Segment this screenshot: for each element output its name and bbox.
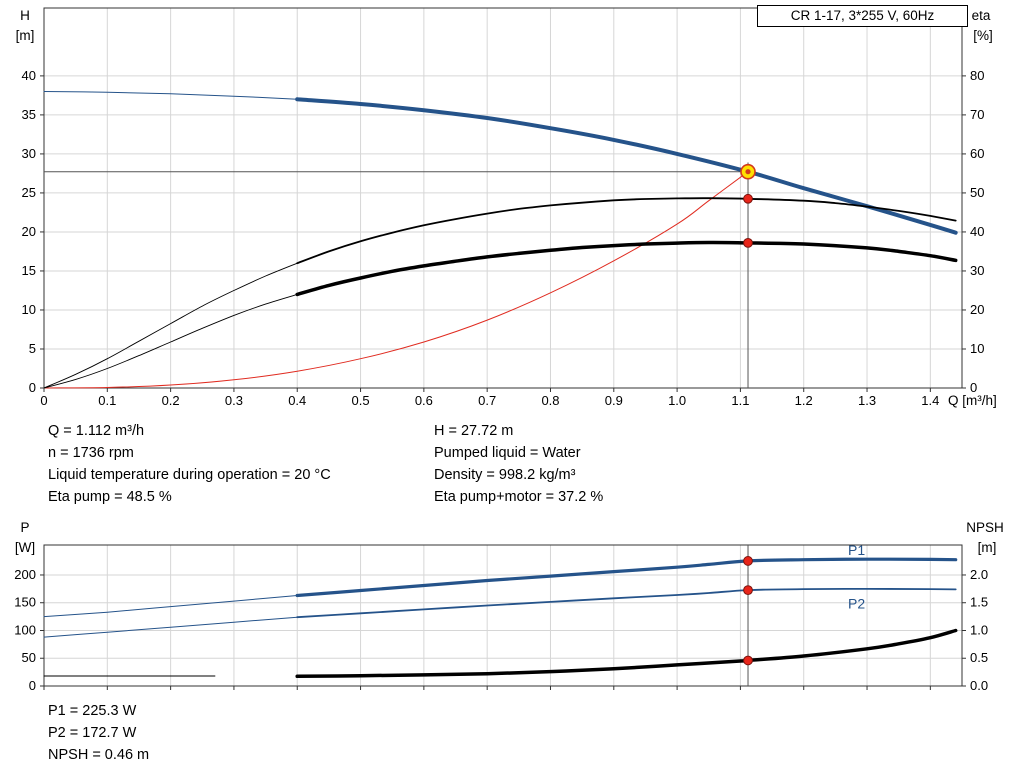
y-right-tick-label: 10 <box>970 341 984 356</box>
y-left-axis-title: H <box>20 8 30 23</box>
x-tick-label: 0.2 <box>162 393 180 408</box>
x-tick-label: 1.1 <box>731 393 749 408</box>
y-left-tick-label: 200 <box>14 567 36 582</box>
y-right-axis-unit: [%] <box>973 28 993 43</box>
series-p1 <box>295 557 958 598</box>
y-left-tick-label: 15 <box>22 263 36 278</box>
duty-results-col1: Q = 1.112 m³/h n = 1736 rpm Liquid tempe… <box>48 420 331 508</box>
y-right-tick-label: 20 <box>970 302 984 317</box>
y-left-tick-label: 100 <box>14 622 36 637</box>
y-left-tick-label: 5 <box>29 341 36 356</box>
result-flow: Q = 1.112 m³/h <box>48 423 145 439</box>
y-right-tick-label: 1.0 <box>970 622 988 637</box>
series-system-curve <box>43 171 749 389</box>
y-left-tick-label: 25 <box>22 185 36 200</box>
y-left-tick-label: 40 <box>22 68 36 83</box>
power-results: P1 = 225.3 W P2 = 172.7 W NPSH = 0.46 m <box>48 700 149 766</box>
x-tick-label: 0.1 <box>98 393 116 408</box>
x-tick-label: 1.0 <box>668 393 686 408</box>
series-eta-pump-motor-lead <box>43 293 298 389</box>
y-left-tick-label: 150 <box>14 595 36 610</box>
plot-frame <box>43 7 963 389</box>
pump-title-box: CR 1-17, 3*255 V, 60Hz <box>757 5 968 27</box>
y-right-tick-label: 70 <box>970 107 984 122</box>
annotation-P1: P1 <box>848 542 865 558</box>
y-left-tick-label: 35 <box>22 107 36 122</box>
result-p1: P1 = 225.3 W <box>48 703 137 719</box>
x-tick-label: 0.7 <box>478 393 496 408</box>
result-p2: P2 = 172.7 W <box>48 725 137 741</box>
series-eta-pump-lead <box>43 262 298 389</box>
series-p2 <box>296 588 957 619</box>
y-left-axis-title: P <box>20 520 29 535</box>
x-tick-label: 0.9 <box>605 393 623 408</box>
series-npsh <box>295 628 958 679</box>
x-tick-label: 1.2 <box>795 393 813 408</box>
y-right-axis-title: NPSH <box>966 520 1004 535</box>
y-left-tick-label: 50 <box>22 650 36 665</box>
marker-duty-point-center <box>745 169 751 175</box>
y-right-tick-label: 40 <box>970 224 984 239</box>
x-tick-label: 1.4 <box>921 393 939 408</box>
result-liquid-temperature: Liquid temperature during operation = 20… <box>48 467 331 483</box>
result-speed: n = 1736 rpm <box>48 445 134 461</box>
x-axis-title: Q [m³/h] <box>948 393 997 408</box>
y-left-tick-label: 0 <box>29 678 36 693</box>
duty-results-col2: H = 27.72 m Pumped liquid = Water Densit… <box>434 420 603 508</box>
y-left-tick-label: 30 <box>22 146 36 161</box>
power-npsh-chart: P1 P2 0 50 100 150 200 0.0 0.5 1.0 1.5 2.0 P [W] NPSH [… <box>14 520 1004 693</box>
series-eta-pump-motor <box>295 240 958 297</box>
y-right-tick-label: 50 <box>970 185 984 200</box>
annotation-P2: P2 <box>848 595 865 611</box>
x-tick-label: 0.8 <box>541 393 559 408</box>
y-left-axis-unit: [W] <box>15 540 35 555</box>
marker-eta-pump-op <box>743 193 753 204</box>
y-left-tick-label: 20 <box>22 224 36 239</box>
x-tick-label: 0 <box>40 393 47 408</box>
y-right-tick-label: 80 <box>970 68 984 83</box>
y-left-tick-label: 0 <box>29 380 36 395</box>
result-npsh: NPSH = 0.46 m <box>48 747 150 763</box>
series-pump-curve-lead <box>43 91 298 100</box>
x-tick-label: 0.3 <box>225 393 243 408</box>
series-p1-lead <box>43 595 298 618</box>
marker-p2-op <box>743 585 753 596</box>
marker-npsh-op <box>743 655 753 666</box>
y-right-tick-label: 0.0 <box>970 678 988 693</box>
y-right-axis-unit: [m] <box>978 540 997 555</box>
marker-p1-op <box>743 556 753 566</box>
plot-frame <box>43 544 963 687</box>
y-right-tick-label: 0.5 <box>970 650 988 665</box>
marker-eta-pump-motor-op <box>743 237 753 248</box>
result-density: Density = 998.2 kg/m³ <box>434 467 576 483</box>
x-tick-label: 0.5 <box>352 393 370 408</box>
result-pumped-liquid: Pumped liquid = Water <box>434 445 581 461</box>
y-right-axis-title: eta <box>972 8 991 23</box>
pump-title: CR 1-17, 3*255 V, 60Hz <box>790 8 935 23</box>
result-head: H = 27.72 m <box>434 423 514 439</box>
y-right-tick-label: 2.0 <box>970 567 988 582</box>
head-efficiency-chart: 0 0.1 0.2 0.3 0.4 0.5 0.6 0.7 0.8 0.9 1.0 1.1 1.2 1.3… <box>16 7 997 408</box>
y-left-tick-label: 10 <box>22 302 36 317</box>
y-right-tick-label: 0 <box>970 380 977 395</box>
result-eta-pump: Eta pump = 48.5 % <box>48 489 172 505</box>
x-tick-label: 0.6 <box>415 393 433 408</box>
series-pump-curve <box>295 97 958 235</box>
y-right-tick-label: 1.5 <box>970 595 988 610</box>
series-eta-pump <box>296 197 957 265</box>
series-p2-lead <box>43 616 298 638</box>
x-tick-label: 1.3 <box>858 393 876 408</box>
x-tick-label: 0.4 <box>288 393 306 408</box>
result-eta-pump-motor: Eta pump+motor = 37.2 % <box>434 489 604 505</box>
y-right-tick-label: 60 <box>970 146 984 161</box>
y-right-tick-label: 30 <box>970 263 984 278</box>
y-left-axis-unit: [m] <box>16 28 35 43</box>
